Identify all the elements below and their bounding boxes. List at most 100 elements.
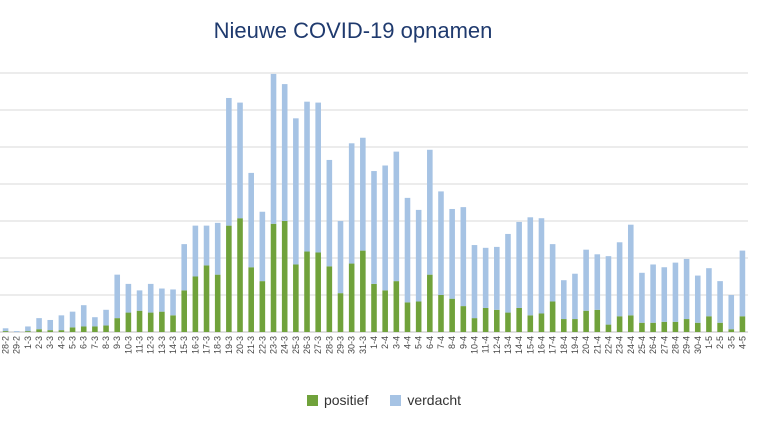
bar-verdacht-14-4 [516,221,522,308]
bar-verdacht-27-4 [661,267,668,322]
bar-positief-14-3 [170,315,176,332]
x-tick-label: 1-5 [704,336,714,349]
bar-verdacht-15-4 [527,217,534,316]
bar-verdacht-29-2 [13,331,20,332]
bar-verdacht-3-3 [47,319,54,331]
bar-positief-19-3 [226,225,232,332]
x-tick-label: 24-4 [626,336,636,354]
bar-positief-18-3 [214,274,221,332]
x-tick-label: 21-3 [246,336,256,354]
bar-verdacht-20-3 [237,102,243,219]
x-tick-label: 10-3 [123,336,133,354]
bar-verdacht-27-3 [315,102,321,253]
bar-positief-8-3 [103,325,109,332]
bar-verdacht-3-5 [728,295,735,330]
bar-positief-2-3 [36,329,42,332]
bar-positief-17-3 [203,265,210,332]
bar-positief-4-4 [404,302,411,332]
bar-positief-6-4 [427,274,433,332]
x-tick-label: 2-5 [715,336,725,349]
bar-positief-18-4 [561,319,567,332]
bar-verdacht-15-3 [181,244,187,291]
bar-verdacht-17-3 [203,225,210,266]
bar-verdacht-19-4 [572,273,578,320]
bar-positief-16-3 [192,276,199,332]
bar-verdacht-28-2 [2,328,9,332]
bar-positief-24-4 [627,315,634,332]
bar-positief-1-5 [706,316,712,332]
bar-verdacht-9-3 [114,274,121,319]
x-tick-label: 30-4 [693,336,703,354]
bar-verdacht-6-3 [80,305,87,327]
x-tick-label: 3-5 [726,336,736,349]
bar-verdacht-18-3 [214,222,221,275]
bar-verdacht-21-4 [594,254,601,310]
bar-verdacht-2-3 [36,318,42,330]
x-tick-label: 13-3 [157,336,167,354]
bar-positief-8-4 [449,298,455,332]
x-tick-label: 2-4 [380,336,390,349]
bar-positief-11-3 [136,310,143,332]
x-tick-label: 13-4 [503,336,513,354]
bar-positief-3-5 [728,329,735,332]
x-tick-label: 15-4 [525,336,535,354]
bar-positief-5-3 [69,327,76,332]
bar-positief-23-4 [616,316,623,332]
bar-verdacht-1-5 [706,268,712,317]
bar-verdacht-30-4 [694,275,701,323]
bar-positief-11-4 [482,307,489,332]
bar-verdacht-11-4 [482,247,489,308]
x-tick-label: 7-4 [436,336,446,349]
x-tick-label: 12-4 [492,336,502,354]
bar-positief-24-3 [281,221,288,332]
bar-verdacht-25-4 [639,272,645,323]
x-tick-label: 23-3 [269,336,279,354]
bar-positief-22-4 [605,324,612,332]
x-tick-label: 26-3 [302,336,312,354]
bar-verdacht-20-4 [583,249,589,311]
bar-verdacht-22-3 [259,211,266,282]
bar-positief-27-3 [315,252,321,332]
bars [2,73,746,332]
x-tick-label: 16-4 [536,336,546,354]
x-tick-label: 5-4 [414,336,424,349]
x-tick-label: 16-3 [190,336,200,354]
bar-verdacht-16-4 [538,218,545,314]
bar-verdacht-23-4 [616,242,623,317]
x-tick-label: 24-3 [280,336,290,354]
bar-positief-1-3 [25,331,31,332]
bar-positief-20-4 [583,310,589,332]
bar-positief-2-5 [717,322,723,332]
bar-positief-29-4 [683,319,690,332]
x-tick-label: 9-3 [112,336,122,349]
bar-verdacht-21-3 [248,172,254,268]
bar-verdacht-30-3 [348,143,355,264]
x-tick-label: 29-4 [682,336,692,354]
x-tick-label: 21-4 [592,336,602,354]
x-tick-label: 14-3 [168,336,178,354]
x-tick-label: 6-4 [425,336,435,349]
bar-verdacht-6-4 [427,149,433,275]
bar-verdacht-13-3 [159,288,165,312]
x-tick-label: 6-3 [79,336,89,349]
bar-positief-17-4 [549,301,556,332]
x-tick-label: 20-3 [235,336,245,354]
x-tick-label: 15-3 [179,336,189,354]
legend-swatch-positief [306,394,318,406]
bar-positief-26-4 [650,322,656,332]
x-tick-label: 10-4 [469,336,479,354]
x-tick-label: 2-3 [34,336,44,349]
bar-verdacht-16-3 [192,225,199,277]
x-tick-label: 5-3 [68,336,78,349]
x-tick-label: 26-4 [648,336,658,354]
bar-verdacht-10-4 [471,245,478,319]
bar-positief-30-3 [348,263,355,332]
bar-verdacht-28-4 [672,262,679,322]
bar-positief-1-4 [371,283,377,332]
bar-positief-16-4 [538,313,545,332]
bar-positief-4-5 [739,316,746,332]
x-tick-labels: 28-2 29-2 1-3 2-3 3-3 4-3 5-3 6-3 7-3 8-3 9-3 10-3 1… [1,336,748,354]
bar-positief-15-4 [527,315,534,332]
bar-verdacht-23-3 [270,73,277,224]
